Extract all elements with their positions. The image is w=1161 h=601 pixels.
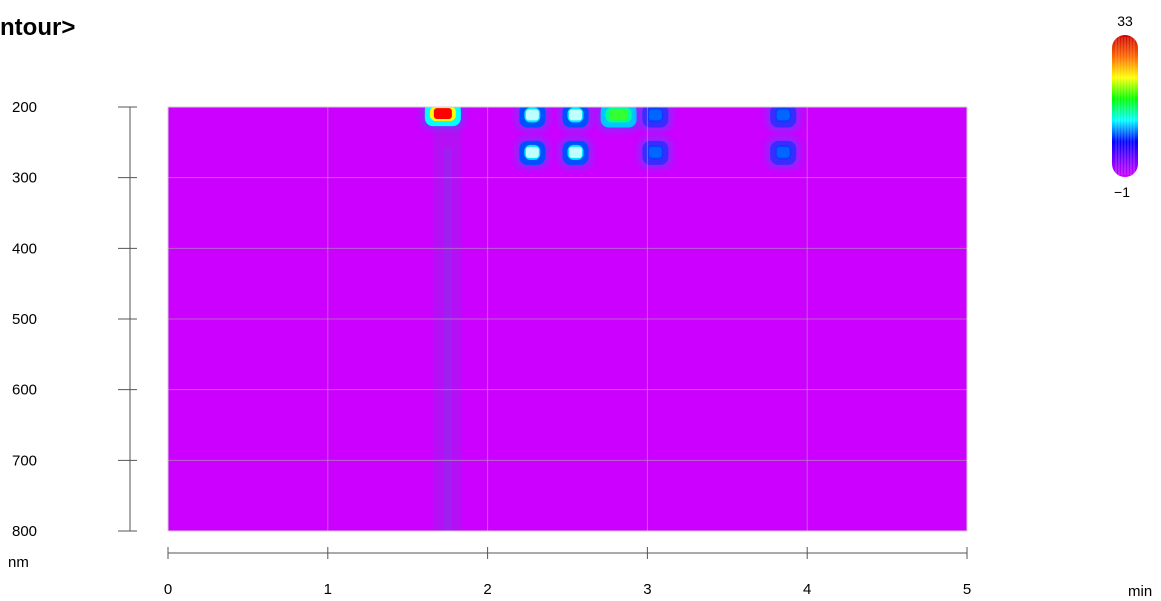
x-tick-label: 2 [483, 581, 491, 598]
plot-border [167, 106, 968, 532]
y-tick-label: 200 [12, 99, 37, 116]
peak-spot-core [525, 146, 539, 158]
x-tick-label: 5 [963, 581, 971, 598]
peak-spot-core [648, 146, 662, 158]
colorbar-max-label: 33 [1117, 13, 1133, 29]
peak-spot [420, 107, 465, 131]
peak-spot-core [568, 146, 582, 158]
peak-spot [515, 107, 550, 132]
elution-band-core [443, 147, 452, 531]
peak-spot-core [433, 108, 452, 119]
x-tick-label: 0 [164, 581, 172, 598]
chart-title: ntour> [0, 14, 76, 41]
peak-spot [515, 136, 550, 169]
peak-spot [596, 107, 641, 132]
peak-spot-core [776, 109, 790, 121]
x-tick-label: 4 [803, 581, 811, 598]
y-axis-label: nm [8, 554, 29, 571]
y-tick-label: 500 [12, 311, 37, 328]
peak-spot-core [525, 109, 539, 121]
peak-spot [558, 107, 593, 132]
x-tick-label: 1 [324, 581, 332, 598]
colorbar [1112, 35, 1138, 177]
x-tick-label: 3 [643, 581, 651, 598]
y-tick-label: 300 [12, 170, 37, 187]
peak-spot-core [648, 109, 662, 121]
colorbar-min-label: −1 [1114, 184, 1130, 200]
y-tick-label: 600 [12, 382, 37, 399]
peak-spot-core [776, 146, 790, 158]
y-tick-label: 400 [12, 240, 37, 257]
peak-spot [766, 107, 801, 132]
peak-spot [638, 107, 673, 132]
peak-spot-core [609, 109, 628, 121]
y-tick-label: 700 [12, 452, 37, 469]
peak-spot [638, 136, 673, 169]
peak-spot-core [568, 109, 582, 121]
x-axis-label: min [1128, 583, 1152, 600]
peak-spot [766, 136, 801, 169]
peak-spot [558, 136, 593, 169]
y-tick-label: 800 [12, 523, 37, 540]
